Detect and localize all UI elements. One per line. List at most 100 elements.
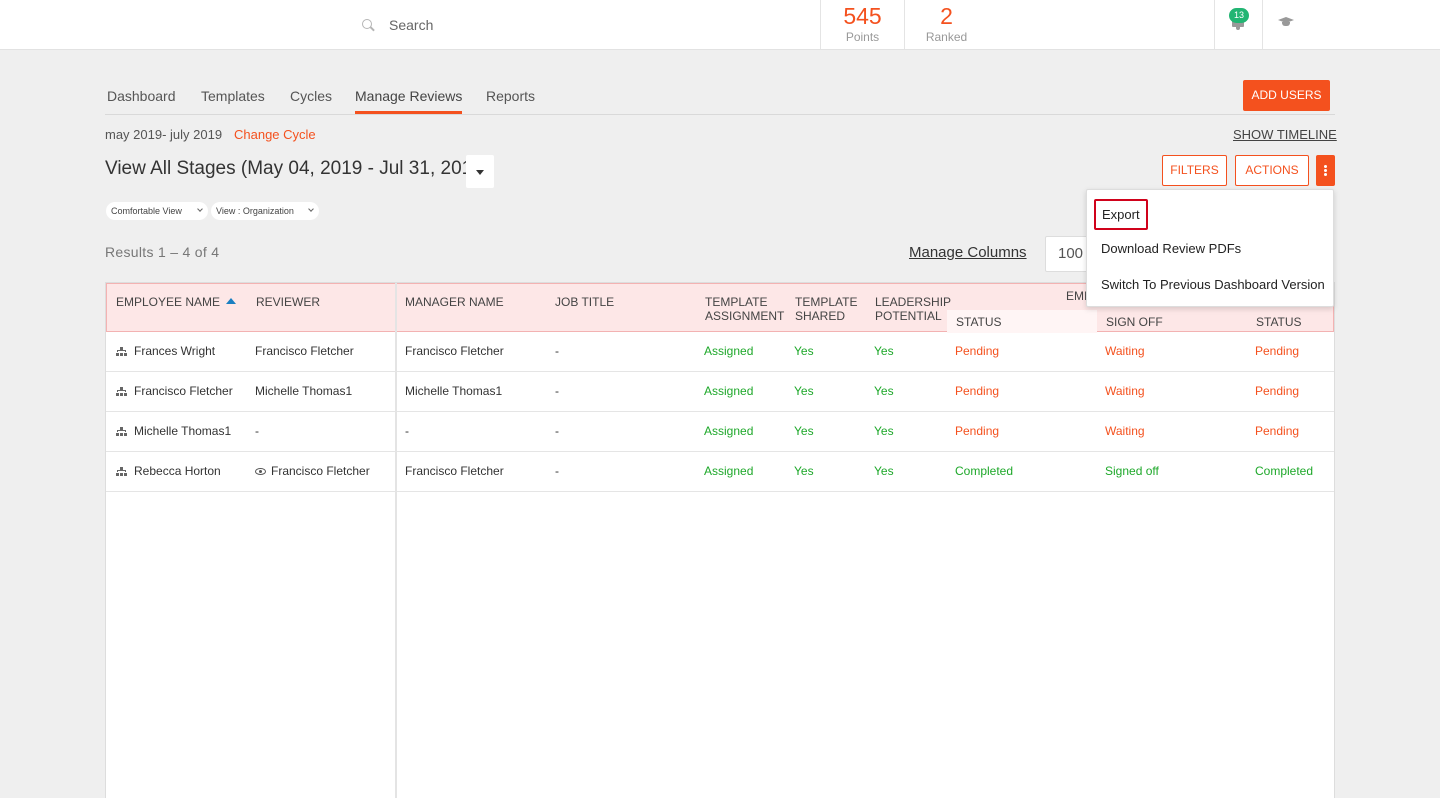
status-2: Completed bbox=[1255, 464, 1314, 478]
kebab-dot bbox=[1324, 169, 1327, 172]
job-title: - bbox=[555, 424, 559, 438]
reviewer-name: Michelle Thomas1 bbox=[255, 384, 353, 398]
template-shared: Yes bbox=[794, 464, 814, 478]
col-status[interactable]: STATUS bbox=[956, 315, 1002, 329]
header-divider bbox=[1214, 0, 1215, 49]
table-row[interactable]: Michelle Thomas1 - - - Assigned Yes Yes … bbox=[106, 412, 1334, 452]
col-template-shared[interactable]: TEMPLATE SHARED bbox=[795, 295, 857, 323]
tab-templates[interactable]: Templates bbox=[201, 88, 265, 104]
menu-item-export[interactable]: Export bbox=[1094, 199, 1148, 230]
more-options-button[interactable] bbox=[1316, 155, 1335, 186]
table-row[interactable]: Frances Wright Francisco Fletcher Franci… bbox=[106, 332, 1334, 372]
manage-columns-link[interactable]: Manage Columns bbox=[909, 244, 1027, 261]
status-2: Pending bbox=[1255, 384, 1300, 398]
manager-name: Francisco Fletcher bbox=[405, 344, 504, 358]
menu-item-previous-dashboard[interactable]: Switch To Previous Dashboard Version bbox=[1101, 277, 1325, 292]
main-tabs: Dashboard Templates Cycles Manage Review… bbox=[105, 80, 1335, 115]
chevron-down-icon bbox=[197, 206, 203, 212]
global-search[interactable]: Search bbox=[362, 14, 433, 36]
actions-button[interactable]: ACTIONS bbox=[1235, 155, 1309, 186]
manager-name: Michelle Thomas1 bbox=[405, 384, 503, 398]
col-employee-name[interactable]: EMPLOYEE NAME bbox=[116, 295, 237, 309]
employee-name[interactable]: Francisco Fletcher bbox=[134, 384, 233, 398]
org-chart-icon[interactable] bbox=[116, 347, 127, 357]
tab-manage-reviews[interactable]: Manage Reviews bbox=[355, 88, 463, 114]
template-assignment: Assigned bbox=[704, 424, 754, 438]
col-leadership-potential[interactable]: LEADERSHIP POTENTIAL bbox=[875, 295, 951, 323]
view-org-label: View : Organization bbox=[216, 206, 294, 216]
template-shared: Yes bbox=[794, 344, 814, 358]
stage-select-caret[interactable] bbox=[466, 155, 494, 188]
reviewer-name: Francisco Fletcher bbox=[271, 464, 370, 478]
template-assignment: Assigned bbox=[704, 384, 754, 398]
results-count: Results 1 – 4 of 4 bbox=[105, 244, 220, 260]
status: Pending bbox=[955, 424, 1000, 438]
top-bar: Search 545 Points 2 Ranked 13 bbox=[0, 0, 1440, 50]
more-options-menu: Export Download Review PDFs Switch To Pr… bbox=[1086, 189, 1334, 307]
add-users-button[interactable]: ADD USERS bbox=[1243, 80, 1330, 111]
notification-badge: 13 bbox=[1229, 8, 1249, 23]
template-assignment: Assigned bbox=[704, 464, 754, 478]
show-timeline-link[interactable]: SHOW TIMELINE bbox=[1233, 127, 1337, 142]
reviewer-name: Francisco Fletcher bbox=[255, 344, 354, 358]
reviewer-name: - bbox=[255, 424, 259, 438]
col-status-2[interactable]: STATUS bbox=[1256, 315, 1302, 329]
sign-off: Signed off bbox=[1105, 464, 1159, 478]
leadership-potential: Yes bbox=[874, 384, 894, 398]
org-chart-icon[interactable] bbox=[116, 387, 127, 397]
col-template-assignment-line2: ASSIGNMENT bbox=[705, 309, 785, 323]
col-reviewer[interactable]: REVIEWER bbox=[256, 295, 321, 309]
status: Pending bbox=[955, 384, 1000, 398]
eye-icon[interactable] bbox=[255, 468, 266, 475]
tab-reports[interactable]: Reports bbox=[486, 88, 536, 104]
manager-name: - bbox=[405, 424, 409, 438]
status-2: Pending bbox=[1255, 344, 1300, 358]
table-row[interactable]: Francisco Fletcher Michelle Thomas1 Mich… bbox=[106, 372, 1334, 412]
subheader-cell bbox=[947, 310, 1097, 333]
col-template-shared-line2: SHARED bbox=[795, 309, 846, 323]
view-mode-select[interactable]: Comfortable View bbox=[106, 202, 208, 220]
chevron-down-icon bbox=[308, 206, 314, 212]
employee-name[interactable]: Rebecca Horton bbox=[134, 464, 221, 478]
points-value: 545 bbox=[843, 3, 882, 29]
group-header: EMI bbox=[1066, 289, 1088, 303]
sign-off: Waiting bbox=[1105, 344, 1145, 358]
ranked-stat[interactable]: 2 Ranked bbox=[904, 0, 988, 49]
col-job-title[interactable]: JOB TITLE bbox=[555, 295, 615, 309]
status: Pending bbox=[955, 344, 1000, 358]
tab-cycles[interactable]: Cycles bbox=[290, 88, 333, 104]
leadership-potential: Yes bbox=[874, 344, 894, 358]
graduation-cap-icon[interactable] bbox=[1278, 17, 1294, 29]
header-divider bbox=[1262, 0, 1263, 49]
job-title: - bbox=[555, 464, 559, 478]
col-leadership-line2: POTENTIAL bbox=[875, 309, 942, 323]
view-mode-label: Comfortable View bbox=[111, 206, 182, 216]
table-row[interactable]: Rebecca Horton Francisco Fletcher Franci… bbox=[106, 452, 1334, 492]
reviews-table: EMPLOYEE NAME REVIEWER MANAGER NAME JOB … bbox=[105, 282, 1335, 798]
template-shared: Yes bbox=[794, 384, 814, 398]
col-template-assignment-line1: TEMPLATE bbox=[705, 295, 768, 309]
tab-dashboard[interactable]: Dashboard bbox=[107, 88, 176, 104]
org-chart-icon[interactable] bbox=[116, 427, 127, 437]
leadership-potential: Yes bbox=[874, 424, 894, 438]
employee-name[interactable]: Michelle Thomas1 bbox=[134, 424, 232, 438]
manager-name: Francisco Fletcher bbox=[405, 464, 504, 478]
org-chart-icon[interactable] bbox=[116, 467, 127, 477]
view-org-select[interactable]: View : Organization bbox=[211, 202, 319, 220]
page-title: View All Stages (May 04, 2019 - Jul 31, … bbox=[105, 158, 490, 179]
points-stat[interactable]: 545 Points bbox=[820, 0, 904, 49]
sort-asc-icon[interactable] bbox=[226, 298, 237, 304]
status: Completed bbox=[955, 464, 1014, 478]
template-shared: Yes bbox=[794, 424, 814, 438]
change-cycle-link[interactable]: Change Cycle bbox=[234, 127, 316, 142]
col-manager-name[interactable]: MANAGER NAME bbox=[405, 295, 504, 309]
col-leadership-line1: LEADERSHIP bbox=[875, 295, 952, 309]
sign-off: Waiting bbox=[1105, 384, 1145, 398]
col-sign-off[interactable]: SIGN OFF bbox=[1106, 315, 1163, 329]
search-input[interactable]: Search bbox=[389, 17, 434, 33]
ranked-label: Ranked bbox=[925, 30, 968, 44]
col-template-assignment[interactable]: TEMPLATE ASSIGNMENT bbox=[705, 295, 784, 323]
menu-item-download-pdfs[interactable]: Download Review PDFs bbox=[1101, 241, 1242, 256]
employee-name[interactable]: Frances Wright bbox=[134, 344, 216, 358]
filters-button[interactable]: FILTERS bbox=[1162, 155, 1227, 186]
